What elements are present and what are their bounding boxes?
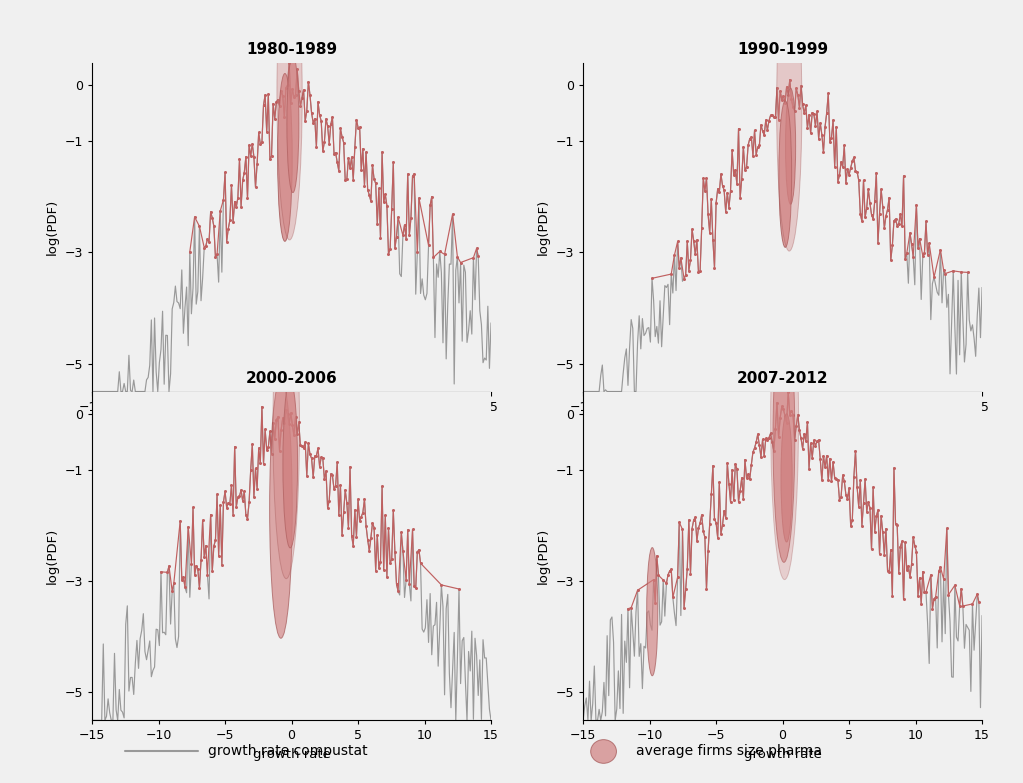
Ellipse shape xyxy=(781,413,792,542)
Ellipse shape xyxy=(277,0,302,240)
Ellipse shape xyxy=(786,88,796,204)
Ellipse shape xyxy=(770,259,799,579)
Ellipse shape xyxy=(277,74,293,241)
Ellipse shape xyxy=(273,273,300,579)
Title: 1990-1999: 1990-1999 xyxy=(737,42,829,57)
X-axis label: growth rate: growth rate xyxy=(253,748,330,761)
Text: average firms size pharma: average firms size pharma xyxy=(635,745,821,759)
X-axis label: growth rate: growth rate xyxy=(253,419,330,432)
Title: 2007-2012: 2007-2012 xyxy=(737,371,829,386)
X-axis label: growth rate: growth rate xyxy=(744,748,821,761)
Ellipse shape xyxy=(270,379,293,638)
Ellipse shape xyxy=(779,101,792,247)
Title: 1980-1989: 1980-1989 xyxy=(246,42,338,57)
Y-axis label: log(PDF): log(PDF) xyxy=(537,528,550,584)
Ellipse shape xyxy=(773,312,795,562)
Y-axis label: log(PDF): log(PDF) xyxy=(46,528,59,584)
Text: growth rate compustat: growth rate compustat xyxy=(208,745,367,759)
Ellipse shape xyxy=(283,380,298,548)
Title: 2000-2006: 2000-2006 xyxy=(246,371,338,386)
X-axis label: growth rate: growth rate xyxy=(744,419,821,432)
Ellipse shape xyxy=(776,0,802,251)
Ellipse shape xyxy=(647,547,658,676)
Ellipse shape xyxy=(286,56,299,193)
Ellipse shape xyxy=(590,740,617,763)
Y-axis label: log(PDF): log(PDF) xyxy=(46,199,59,255)
Y-axis label: log(PDF): log(PDF) xyxy=(537,199,550,255)
